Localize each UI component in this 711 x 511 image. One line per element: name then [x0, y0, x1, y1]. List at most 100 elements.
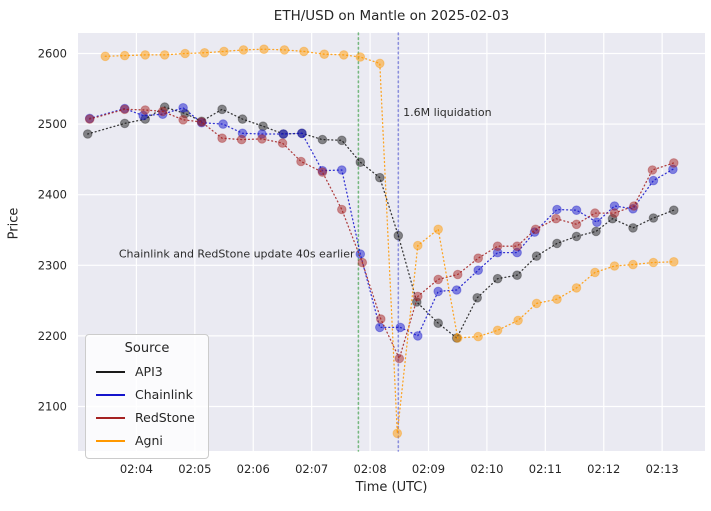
data-point	[590, 208, 600, 218]
data-point	[279, 45, 290, 55]
data-point	[571, 231, 582, 242]
data-point	[492, 273, 503, 284]
data-point	[394, 353, 405, 364]
data-point	[199, 48, 210, 58]
data-point	[84, 114, 95, 124]
data-point	[296, 156, 306, 167]
data-point	[339, 50, 349, 60]
data-point	[592, 217, 602, 227]
data-point	[278, 129, 289, 139]
annotation-text: 1.6M liquidation	[403, 106, 491, 119]
data-point	[140, 105, 150, 115]
data-point	[178, 115, 188, 125]
data-point	[531, 251, 542, 261]
y-tick-label: 2600	[38, 46, 67, 60]
x-tick-label: 02:12	[587, 462, 620, 476]
legend-title: Source	[124, 341, 170, 356]
data-point	[413, 291, 423, 302]
data-point	[530, 224, 541, 235]
data-point	[628, 259, 638, 270]
legend: Source API3 Chainlink RedStone Agni	[85, 334, 209, 459]
x-tick-label: 02:04	[120, 462, 153, 476]
data-point	[237, 114, 248, 124]
data-point	[452, 269, 463, 280]
legend-label: RedStone	[135, 410, 195, 425]
data-point	[648, 213, 659, 223]
chart-title: ETH/USD on Mantle on 2025-02-03	[273, 8, 510, 24]
data-point	[82, 129, 93, 139]
data-point	[196, 117, 207, 127]
x-tick-label: 02:09	[412, 462, 445, 476]
legend-label: Agni	[135, 433, 163, 448]
data-point	[551, 213, 561, 224]
data-point	[609, 208, 620, 218]
data-point	[357, 257, 368, 268]
x-tick-label: 02:11	[529, 462, 562, 476]
x-tick-label: 02:13	[646, 462, 679, 476]
data-point	[433, 274, 444, 285]
data-point	[299, 46, 309, 57]
data-point	[452, 333, 463, 343]
data-point	[277, 138, 288, 148]
data-point	[512, 241, 522, 251]
data-point	[236, 134, 247, 145]
data-point	[375, 58, 385, 69]
y-tick-label: 2100	[38, 400, 67, 414]
data-point	[337, 135, 347, 146]
legend-entry-RedStone: RedStone	[86, 406, 208, 429]
data-point	[552, 294, 562, 305]
data-point	[473, 331, 484, 342]
data-point	[433, 318, 444, 329]
x-tick-label: 02:10	[470, 462, 503, 476]
legend-swatch	[96, 439, 125, 442]
data-point	[297, 128, 307, 139]
data-point	[513, 315, 523, 326]
data-point	[647, 165, 658, 175]
data-point	[669, 205, 679, 215]
data-point	[317, 134, 328, 145]
data-point	[119, 104, 130, 115]
data-point	[257, 134, 267, 144]
data-point	[119, 118, 130, 129]
data-point	[413, 331, 423, 341]
x-tick-label: 02:05	[178, 462, 211, 476]
data-point	[433, 286, 444, 297]
data-point	[571, 283, 582, 293]
legend-swatch	[96, 416, 125, 419]
y-tick-label: 2300	[38, 258, 67, 272]
legend-swatch	[96, 370, 125, 373]
data-point	[433, 224, 444, 235]
data-point	[319, 49, 330, 60]
data-point	[392, 428, 403, 439]
data-point	[217, 104, 227, 115]
data-point	[337, 204, 347, 215]
data-point	[375, 172, 385, 183]
data-point	[472, 293, 483, 303]
data-point	[180, 48, 190, 59]
data-point	[648, 257, 659, 268]
data-point	[375, 322, 385, 333]
data-point	[140, 50, 150, 60]
legend-swatch	[96, 393, 125, 396]
y-tick-label: 2200	[38, 329, 67, 343]
data-point	[571, 205, 582, 215]
x-tick-label: 02:07	[295, 462, 328, 476]
data-point	[531, 298, 542, 309]
data-point	[492, 241, 503, 251]
data-point	[157, 106, 168, 117]
data-point	[669, 257, 679, 267]
data-point	[492, 325, 503, 336]
data-point	[669, 158, 679, 168]
data-point	[337, 165, 347, 175]
data-point	[473, 265, 484, 276]
data-point	[552, 238, 562, 249]
data-point	[119, 50, 130, 61]
data-point	[393, 230, 404, 241]
x-tick-label: 02:06	[237, 462, 270, 476]
data-point	[590, 267, 600, 278]
data-point	[413, 240, 423, 251]
legend-entry-Chainlink: Chainlink	[86, 383, 208, 406]
data-point	[628, 223, 638, 233]
data-point	[473, 253, 484, 264]
